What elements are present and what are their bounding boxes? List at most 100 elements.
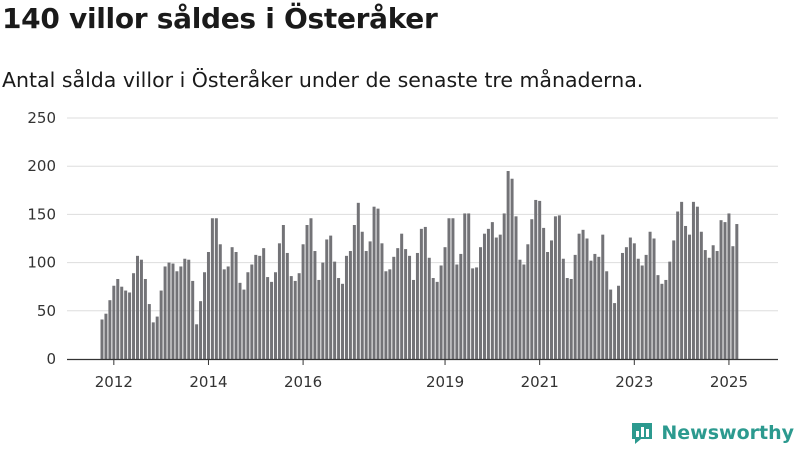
bar <box>459 253 463 359</box>
bar <box>309 218 313 359</box>
bar <box>676 211 680 359</box>
bar <box>285 252 289 359</box>
bar <box>116 278 120 359</box>
bars <box>100 171 739 359</box>
bar <box>479 247 483 359</box>
bar <box>246 272 250 359</box>
bar <box>565 278 569 359</box>
bar <box>597 256 601 359</box>
bar <box>171 263 175 359</box>
bar <box>510 178 514 359</box>
bar <box>341 283 345 359</box>
bar <box>293 280 297 359</box>
bar <box>699 231 703 359</box>
bar <box>490 222 494 359</box>
bar <box>199 301 203 359</box>
bar <box>569 278 573 359</box>
bar <box>384 271 388 359</box>
bar <box>534 199 538 359</box>
bar <box>120 286 124 359</box>
bar <box>321 262 325 359</box>
bar <box>668 261 672 359</box>
bar <box>684 225 688 359</box>
bar <box>297 273 301 359</box>
y-tick-label: 50 <box>37 302 56 320</box>
bar <box>447 218 451 359</box>
bar <box>238 282 242 359</box>
bar <box>628 237 632 359</box>
bar <box>392 256 396 359</box>
bar <box>695 206 699 359</box>
x-tick-label: 2023 <box>615 373 653 391</box>
bar <box>463 213 467 359</box>
bar <box>691 201 695 359</box>
bar <box>266 277 270 359</box>
bar <box>482 233 486 359</box>
x-tick-label: 2021 <box>521 373 559 391</box>
bar <box>277 243 281 359</box>
bar <box>404 249 408 359</box>
bar <box>254 254 258 359</box>
bar <box>427 257 431 359</box>
bar <box>408 255 412 359</box>
bar <box>305 225 309 359</box>
bar <box>664 279 668 359</box>
bar <box>593 253 597 359</box>
bar <box>187 259 191 359</box>
bar <box>372 206 376 359</box>
bar <box>175 271 179 359</box>
bar <box>273 272 277 359</box>
bar <box>325 239 329 359</box>
bar <box>719 220 723 359</box>
bar <box>301 244 305 359</box>
bar <box>368 241 372 359</box>
x-tick-label: 2012 <box>95 373 133 391</box>
bar <box>443 247 447 359</box>
bar <box>620 252 624 359</box>
bar <box>486 228 490 359</box>
y-tick-label: 0 <box>46 350 56 368</box>
bar <box>680 201 684 359</box>
bar <box>561 258 565 359</box>
bar <box>104 313 108 359</box>
bar <box>163 266 167 359</box>
bar <box>400 233 404 359</box>
y-tick-label: 250 <box>27 109 56 127</box>
x-tick-label: 2016 <box>284 373 322 391</box>
x-tick-label: 2014 <box>189 373 227 391</box>
bar <box>333 261 337 359</box>
bar <box>100 319 104 359</box>
labels: 0 50 100 150 200 250 2012 2014 2016 2019 2021 2023 2… <box>27 0 759 391</box>
bar <box>652 238 656 359</box>
bar <box>415 252 419 359</box>
bar <box>234 252 238 359</box>
bar <box>191 280 195 359</box>
bar <box>135 255 139 359</box>
bar <box>281 225 285 359</box>
axes <box>67 358 778 365</box>
bar <box>337 278 341 359</box>
brand-name: Newsworthy <box>661 422 794 444</box>
bar <box>601 234 605 359</box>
bar <box>518 259 522 359</box>
bar <box>530 219 534 359</box>
bar <box>455 264 459 359</box>
bar <box>317 279 321 359</box>
bar <box>589 260 593 359</box>
bar <box>431 278 435 359</box>
bar <box>108 300 112 359</box>
bar <box>230 247 234 359</box>
bar <box>609 289 613 359</box>
bar <box>617 285 621 359</box>
bar <box>143 278 147 359</box>
bar <box>553 216 557 359</box>
bar <box>538 200 542 359</box>
bar <box>613 303 617 359</box>
chart-subtitle: Antal sålda villor i Österåker under de … <box>2 68 644 92</box>
bar <box>214 218 218 359</box>
bar <box>183 258 187 359</box>
bar <box>218 244 222 359</box>
bar <box>688 234 692 359</box>
bar <box>112 285 116 359</box>
